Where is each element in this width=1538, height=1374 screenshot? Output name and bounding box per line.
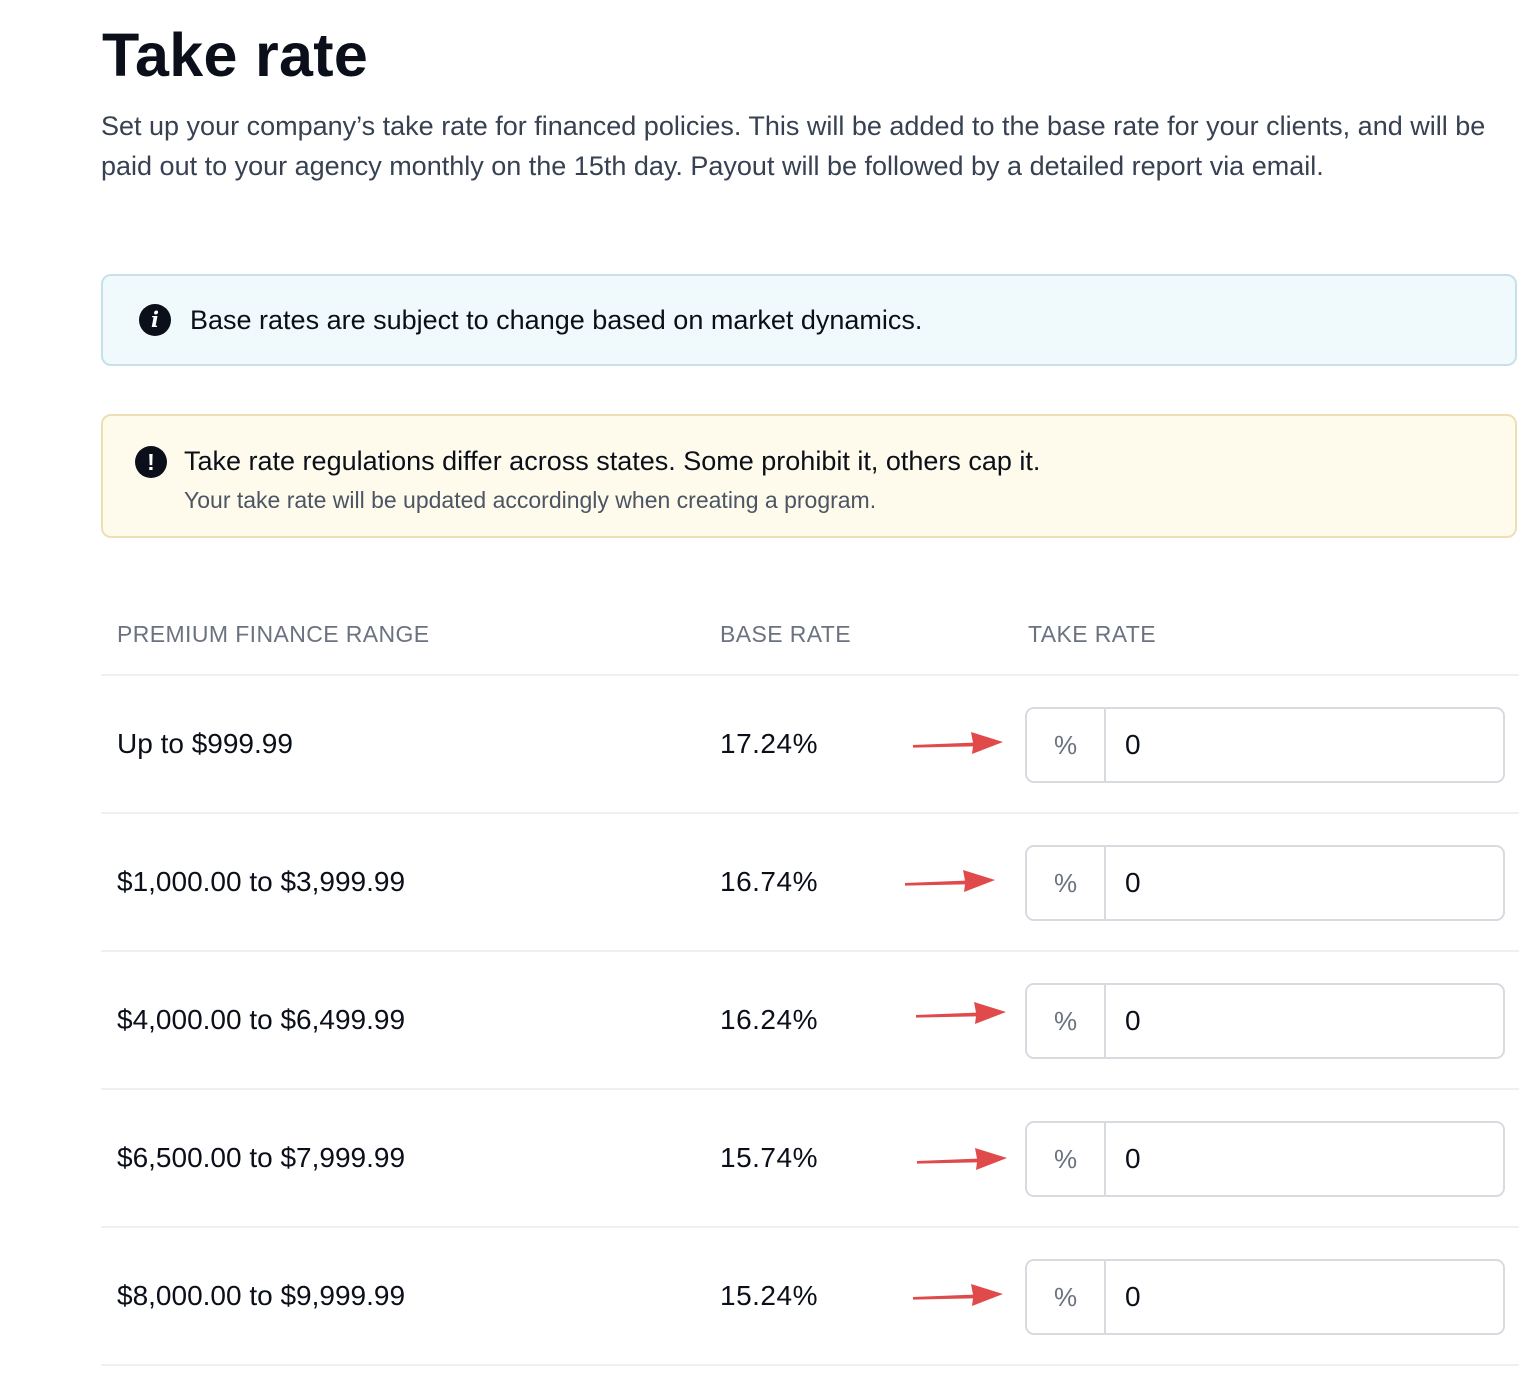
- table-row: Up to $999.99 17.24% %: [101, 676, 1519, 814]
- take-rate-field: %: [1025, 983, 1505, 1059]
- range-cell: $4,000.00 to $6,499.99: [117, 1004, 406, 1035]
- info-alert-text: Base rates are subject to change based o…: [190, 305, 923, 335]
- base-rate-cell: 17.24%: [720, 728, 818, 759]
- column-header-range: PREMIUM FINANCE RANGE: [117, 621, 430, 647]
- table-row: $4,000.00 to $6,499.99 16.24% %: [101, 952, 1519, 1090]
- range-cell: $1,000.00 to $3,999.99: [117, 866, 406, 897]
- table-row: $6,500.00 to $7,999.99 15.74% %: [101, 1090, 1519, 1228]
- warning-alert: ! Take rate regulations differ across st…: [101, 414, 1517, 538]
- column-header-base-rate: BASE RATE: [720, 621, 851, 647]
- table-header: PREMIUM FINANCE RANGE BASE RATE TAKE RAT…: [101, 592, 1519, 676]
- percent-prefix: %: [1027, 1123, 1106, 1195]
- column-header-take-rate: TAKE RATE: [1028, 621, 1156, 647]
- red-arrow-icon: [905, 870, 995, 892]
- percent-prefix: %: [1027, 847, 1106, 919]
- red-arrow-icon: [913, 1284, 1003, 1306]
- table-row: $8,000.00 to $9,999.99 15.24% %: [101, 1228, 1519, 1366]
- exclamation-icon: !: [135, 446, 167, 478]
- red-arrow-icon: [916, 1002, 1006, 1024]
- base-rate-cell: 15.24%: [720, 1280, 818, 1311]
- take-rate-input[interactable]: [1106, 847, 1503, 919]
- take-rate-field: %: [1025, 1259, 1505, 1335]
- range-cell: Up to $999.99: [117, 728, 293, 759]
- take-rate-input[interactable]: [1106, 709, 1503, 781]
- base-rate-cell: 16.24%: [720, 1004, 818, 1035]
- info-icon: i: [139, 304, 171, 336]
- base-rate-cell: 15.74%: [720, 1142, 818, 1173]
- warning-alert-title: Take rate regulations differ across stat…: [184, 446, 1041, 476]
- red-arrow-icon: [917, 1148, 1007, 1170]
- table-row: $1,000.00 to $3,999.99 16.74% %: [101, 814, 1519, 952]
- page-description: Set up your company’s take rate for fina…: [101, 111, 1486, 181]
- range-cell: $6,500.00 to $7,999.99: [117, 1142, 406, 1173]
- percent-prefix: %: [1027, 985, 1106, 1057]
- take-rate-field: %: [1025, 845, 1505, 921]
- range-cell: $8,000.00 to $9,999.99: [117, 1280, 406, 1311]
- take-rate-input[interactable]: [1106, 1123, 1503, 1195]
- take-rate-table: PREMIUM FINANCE RANGE BASE RATE TAKE RAT…: [101, 592, 1519, 1366]
- take-rate-input[interactable]: [1106, 985, 1503, 1057]
- info-alert: i Base rates are subject to change based…: [101, 274, 1517, 366]
- percent-prefix: %: [1027, 1261, 1106, 1333]
- percent-prefix: %: [1027, 709, 1106, 781]
- warning-alert-subtitle: Your take rate will be updated according…: [184, 487, 877, 513]
- take-rate-field: %: [1025, 1121, 1505, 1197]
- base-rate-cell: 16.74%: [720, 866, 818, 897]
- take-rate-field: %: [1025, 707, 1505, 783]
- red-arrow-icon: [913, 732, 1003, 754]
- take-rate-input[interactable]: [1106, 1261, 1503, 1333]
- page-title: Take rate: [102, 21, 369, 89]
